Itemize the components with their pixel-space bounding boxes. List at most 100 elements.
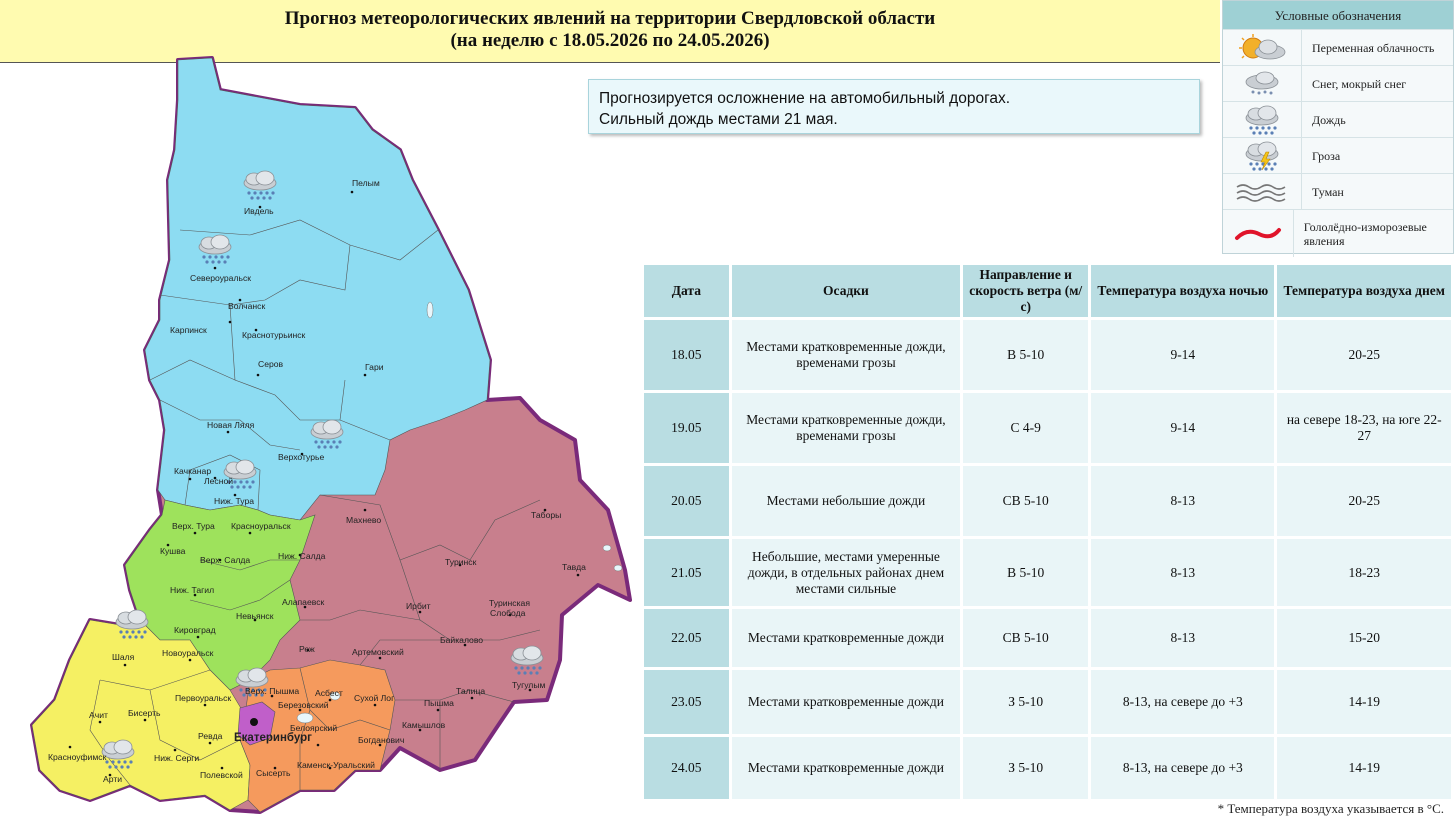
precip-cell: Местами кратковременные дожди <box>731 609 961 667</box>
legend-label: Туман <box>1312 184 1344 199</box>
city-label: Березовский <box>278 700 329 710</box>
precip-cell: Местами кратковременные дожди <box>731 670 961 734</box>
capital-label: Екатеринбург <box>234 732 312 744</box>
date-cell: 24.05 <box>644 737 729 799</box>
city-label: Ниж. Серги <box>154 753 199 763</box>
lake <box>613 564 623 572</box>
wind-cell: СВ 5-10 <box>963 466 1089 536</box>
city-label: Ачит <box>89 710 108 720</box>
lake <box>329 691 341 701</box>
wind-cell: З 5-10 <box>963 737 1089 799</box>
legend-label: Переменная облачность <box>1312 40 1435 55</box>
night-temp-cell: 8-13 <box>1091 539 1275 606</box>
city-label: Туринск <box>445 557 477 567</box>
city-label: Новоуральск <box>162 648 214 658</box>
city-label: Кушва <box>160 546 186 556</box>
night-temp-cell: 8-13, на севере до +3 <box>1091 670 1275 734</box>
city-label: Ревда <box>198 731 223 741</box>
city-label: Туринская <box>489 598 530 608</box>
city-label: Верх. Тура <box>172 521 215 531</box>
precip-cell: Местами кратковременные дожди, временами… <box>731 393 961 463</box>
city-label: Таборы <box>531 510 561 520</box>
ice-icon <box>1223 210 1294 257</box>
city-label: Байкалово <box>440 635 483 645</box>
legend-label: Гроза <box>1312 148 1341 163</box>
day-temp-cell: 20-25 <box>1277 466 1451 536</box>
city-label: Бисерть <box>128 708 161 718</box>
legend-item: Снег, мокрый снег <box>1223 65 1453 101</box>
note-line: Прогнозируется осложнение на автомобильн… <box>599 90 1011 107</box>
city-label: Сысерть <box>256 768 291 778</box>
day-temp-cell: 14-19 <box>1277 737 1451 799</box>
city-label: Махнево <box>346 515 381 525</box>
wind-cell: С 4-9 <box>963 393 1089 463</box>
city-label: Первоуральск <box>175 693 231 703</box>
city-label: Кировград <box>174 625 216 635</box>
city-label: Верхотурье <box>278 452 324 462</box>
lake <box>602 544 612 552</box>
page-title: Прогноз метеорологических явлений на тер… <box>284 8 936 29</box>
legend-item: Переменная облачность <box>1223 29 1453 65</box>
precip-cell: Местами кратковременные дожди <box>731 737 961 799</box>
day-temp-cell: 18-23 <box>1277 539 1451 606</box>
city-label: Пелым <box>352 178 380 188</box>
district-borders <box>89 219 541 790</box>
fog-icon <box>1223 174 1302 209</box>
city-label: Верх. Салда <box>200 555 250 565</box>
city-label: Арти <box>103 774 122 784</box>
night-temp-cell: 8-13, на севере до +3 <box>1091 737 1275 799</box>
page-subtitle: (на неделю с 18.05.2026 по 24.05.2026) <box>450 30 770 51</box>
city-label: Слобода <box>490 608 526 618</box>
warning-note: Прогнозируется осложнение на автомобильн… <box>588 79 1200 134</box>
west-region <box>124 499 316 691</box>
rain-icon <box>1223 102 1302 137</box>
date-cell: 21.05 <box>644 539 729 606</box>
legend-label: Дождь <box>1312 112 1346 127</box>
city-label: Гари <box>365 362 384 372</box>
city-label: Артемовский <box>352 647 404 657</box>
wind-cell: СВ 5-10 <box>963 609 1089 667</box>
note-line: Сильный дождь местами 21 мая. <box>599 111 838 128</box>
city-label: Невьянск <box>236 611 274 621</box>
city-label: Богданович <box>358 735 404 745</box>
column-header: Дата <box>644 265 729 317</box>
city-label: Асбест <box>315 688 343 698</box>
night-temp-cell: 9-14 <box>1091 320 1275 390</box>
day-temp-cell: на севере 18-23, на юге 22-27 <box>1277 393 1451 463</box>
city-label: Лесной <box>204 476 233 486</box>
column-header: Направление и скорость ветра (м/с) <box>963 265 1089 317</box>
table-row: 24.05 Местами кратковременные дожди З 5-… <box>644 737 1451 799</box>
city-label: Каменск-Уральский <box>297 760 375 770</box>
wind-cell: В 5-10 <box>963 320 1089 390</box>
city-label: Карпинск <box>170 325 207 335</box>
legend-title: Условные обозначения <box>1223 1 1453 29</box>
ekaterinburg-marker <box>250 718 258 726</box>
table-row: 22.05 Местами кратковременные дожди СВ 5… <box>644 609 1451 667</box>
region-map: Пелым Ивдель Североуральск Волчанск Карп… <box>30 56 632 814</box>
precip-cell: Местами кратковременные дожди, временами… <box>731 320 961 390</box>
snow-sleet-icon <box>1223 66 1302 101</box>
legend-item: Дождь <box>1223 101 1453 137</box>
day-temp-cell: 20-25 <box>1277 320 1451 390</box>
wind-cell: В 5-10 <box>963 539 1089 606</box>
city-label: Ирбит <box>406 601 431 611</box>
southwest-region <box>31 619 251 811</box>
city-labels: Пелым Ивдель Североуральск Волчанск Карп… <box>48 178 586 784</box>
city-label: Волчанск <box>228 301 265 311</box>
city-label: Тавда <box>562 562 586 572</box>
precip-cell: Местами небольшие дожди <box>731 466 961 536</box>
city-label: Верх. Пышма <box>245 686 299 696</box>
legend: Условные обозначения Переменная облачнос… <box>1222 0 1454 257</box>
column-header: Температура воздуха ночью <box>1091 265 1275 317</box>
footnote: * Температура воздуха указывается в °С. <box>1217 801 1444 816</box>
table-row: 19.05 Местами кратковременные дожди, вре… <box>644 393 1451 463</box>
legend-item: Гололёдно-изморозевые явления <box>1223 209 1453 257</box>
city-label: Тугулым <box>512 680 545 690</box>
city-label: Красноуфимск <box>48 752 107 762</box>
forecast-table: Дата Осадки Направление и скорость ветра… <box>641 262 1454 802</box>
legend-label: Гололёдно-изморозевые явления <box>1303 219 1427 248</box>
legend-item: Гроза <box>1223 137 1453 173</box>
city-label: Североуральск <box>190 273 251 283</box>
city-label: Талица <box>456 686 485 696</box>
date-cell: 23.05 <box>644 670 729 734</box>
